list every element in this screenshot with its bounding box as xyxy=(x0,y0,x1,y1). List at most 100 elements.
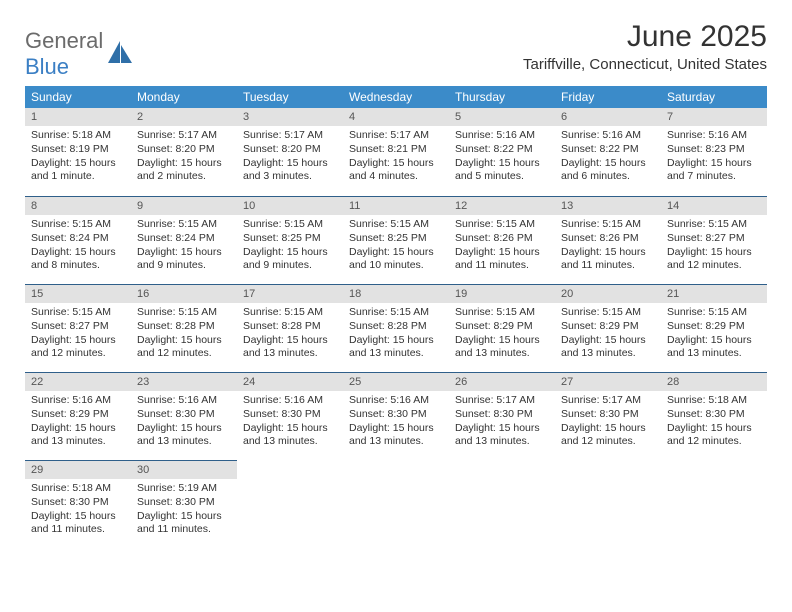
sunset-line: Sunset: 8:24 PM xyxy=(137,232,231,246)
day-number: 26 xyxy=(449,372,555,391)
daylight-line: Daylight: 15 hours and 9 minutes. xyxy=(137,246,231,273)
day-body: Sunrise: 5:15 AMSunset: 8:27 PMDaylight:… xyxy=(661,215,767,279)
day-body: Sunrise: 5:15 AMSunset: 8:24 PMDaylight:… xyxy=(25,215,131,279)
sunset-line: Sunset: 8:28 PM xyxy=(137,320,231,334)
sunset-line: Sunset: 8:25 PM xyxy=(349,232,443,246)
weekday-header: Wednesday xyxy=(343,86,449,108)
day-body: Sunrise: 5:15 AMSunset: 8:28 PMDaylight:… xyxy=(131,303,237,367)
daylight-line: Daylight: 15 hours and 3 minutes. xyxy=(243,157,337,184)
calendar-row: 15Sunrise: 5:15 AMSunset: 8:27 PMDayligh… xyxy=(25,284,767,372)
sunrise-line: Sunrise: 5:18 AM xyxy=(31,482,125,496)
day-number: 18 xyxy=(343,284,449,303)
day-body: Sunrise: 5:15 AMSunset: 8:27 PMDaylight:… xyxy=(25,303,131,367)
calendar-cell: 27Sunrise: 5:17 AMSunset: 8:30 PMDayligh… xyxy=(555,372,661,460)
calendar-cell xyxy=(449,460,555,548)
calendar-cell: 10Sunrise: 5:15 AMSunset: 8:25 PMDayligh… xyxy=(237,196,343,284)
calendar-cell: 21Sunrise: 5:15 AMSunset: 8:29 PMDayligh… xyxy=(661,284,767,372)
calendar-cell: 26Sunrise: 5:17 AMSunset: 8:30 PMDayligh… xyxy=(449,372,555,460)
calendar-cell: 13Sunrise: 5:15 AMSunset: 8:26 PMDayligh… xyxy=(555,196,661,284)
day-body: Sunrise: 5:16 AMSunset: 8:30 PMDaylight:… xyxy=(131,391,237,455)
day-number: 30 xyxy=(131,460,237,479)
sunset-line: Sunset: 8:26 PM xyxy=(455,232,549,246)
sunset-line: Sunset: 8:27 PM xyxy=(667,232,761,246)
sunrise-line: Sunrise: 5:15 AM xyxy=(137,306,231,320)
day-body: Sunrise: 5:15 AMSunset: 8:29 PMDaylight:… xyxy=(555,303,661,367)
sunset-line: Sunset: 8:26 PM xyxy=(561,232,655,246)
sunset-line: Sunset: 8:30 PM xyxy=(243,408,337,422)
sunset-line: Sunset: 8:30 PM xyxy=(667,408,761,422)
day-number: 21 xyxy=(661,284,767,303)
calendar-cell: 14Sunrise: 5:15 AMSunset: 8:27 PMDayligh… xyxy=(661,196,767,284)
daylight-line: Daylight: 15 hours and 12 minutes. xyxy=(667,246,761,273)
daylight-line: Daylight: 15 hours and 12 minutes. xyxy=(137,334,231,361)
sunset-line: Sunset: 8:28 PM xyxy=(349,320,443,334)
sunset-line: Sunset: 8:30 PM xyxy=(561,408,655,422)
daylight-line: Daylight: 15 hours and 13 minutes. xyxy=(137,422,231,449)
calendar-cell: 23Sunrise: 5:16 AMSunset: 8:30 PMDayligh… xyxy=(131,372,237,460)
day-body: Sunrise: 5:15 AMSunset: 8:29 PMDaylight:… xyxy=(661,303,767,367)
sunrise-line: Sunrise: 5:18 AM xyxy=(667,394,761,408)
sunrise-line: Sunrise: 5:15 AM xyxy=(243,306,337,320)
sunrise-line: Sunrise: 5:15 AM xyxy=(137,218,231,232)
sunset-line: Sunset: 8:30 PM xyxy=(349,408,443,422)
sunrise-line: Sunrise: 5:15 AM xyxy=(667,218,761,232)
daylight-line: Daylight: 15 hours and 6 minutes. xyxy=(561,157,655,184)
daylight-line: Daylight: 15 hours and 11 minutes. xyxy=(31,510,125,537)
day-body: Sunrise: 5:16 AMSunset: 8:23 PMDaylight:… xyxy=(661,126,767,190)
calendar-cell: 15Sunrise: 5:15 AMSunset: 8:27 PMDayligh… xyxy=(25,284,131,372)
calendar-cell: 29Sunrise: 5:18 AMSunset: 8:30 PMDayligh… xyxy=(25,460,131,548)
calendar-row: 22Sunrise: 5:16 AMSunset: 8:29 PMDayligh… xyxy=(25,372,767,460)
calendar-row: 29Sunrise: 5:18 AMSunset: 8:30 PMDayligh… xyxy=(25,460,767,548)
daylight-line: Daylight: 15 hours and 2 minutes. xyxy=(137,157,231,184)
daylight-line: Daylight: 15 hours and 12 minutes. xyxy=(667,422,761,449)
sunrise-line: Sunrise: 5:16 AM xyxy=(561,129,655,143)
sunrise-line: Sunrise: 5:15 AM xyxy=(349,306,443,320)
title-block: June 2025 Tariffville, Connecticut, Unit… xyxy=(523,20,767,73)
day-body: Sunrise: 5:17 AMSunset: 8:30 PMDaylight:… xyxy=(449,391,555,455)
sunset-line: Sunset: 8:20 PM xyxy=(137,143,231,157)
sunrise-line: Sunrise: 5:15 AM xyxy=(31,218,125,232)
sunrise-line: Sunrise: 5:17 AM xyxy=(349,129,443,143)
sunrise-line: Sunrise: 5:15 AM xyxy=(455,218,549,232)
daylight-line: Daylight: 15 hours and 7 minutes. xyxy=(667,157,761,184)
day-body: Sunrise: 5:17 AMSunset: 8:20 PMDaylight:… xyxy=(131,126,237,190)
daylight-line: Daylight: 15 hours and 13 minutes. xyxy=(667,334,761,361)
sail-icon xyxy=(106,39,134,70)
logo-text: General Blue xyxy=(25,28,103,80)
sunset-line: Sunset: 8:24 PM xyxy=(31,232,125,246)
sunrise-line: Sunrise: 5:15 AM xyxy=(667,306,761,320)
day-number: 27 xyxy=(555,372,661,391)
sunset-line: Sunset: 8:29 PM xyxy=(561,320,655,334)
sunrise-line: Sunrise: 5:19 AM xyxy=(137,482,231,496)
day-body: Sunrise: 5:15 AMSunset: 8:25 PMDaylight:… xyxy=(343,215,449,279)
day-number: 6 xyxy=(555,108,661,126)
sunrise-line: Sunrise: 5:16 AM xyxy=(31,394,125,408)
daylight-line: Daylight: 15 hours and 11 minutes. xyxy=(561,246,655,273)
logo-text-main: General xyxy=(25,28,103,53)
sunrise-line: Sunrise: 5:15 AM xyxy=(349,218,443,232)
sunrise-line: Sunrise: 5:17 AM xyxy=(243,129,337,143)
day-body: Sunrise: 5:16 AMSunset: 8:30 PMDaylight:… xyxy=(237,391,343,455)
logo-text-sub: Blue xyxy=(25,54,69,79)
calendar-cell: 24Sunrise: 5:16 AMSunset: 8:30 PMDayligh… xyxy=(237,372,343,460)
calendar-cell: 22Sunrise: 5:16 AMSunset: 8:29 PMDayligh… xyxy=(25,372,131,460)
day-body: Sunrise: 5:15 AMSunset: 8:28 PMDaylight:… xyxy=(343,303,449,367)
day-body: Sunrise: 5:17 AMSunset: 8:30 PMDaylight:… xyxy=(555,391,661,455)
calendar-cell xyxy=(343,460,449,548)
calendar-cell: 18Sunrise: 5:15 AMSunset: 8:28 PMDayligh… xyxy=(343,284,449,372)
daylight-line: Daylight: 15 hours and 1 minute. xyxy=(31,157,125,184)
day-number: 3 xyxy=(237,108,343,126)
day-number: 14 xyxy=(661,196,767,215)
weekday-header-row: Sunday Monday Tuesday Wednesday Thursday… xyxy=(25,86,767,108)
sunrise-line: Sunrise: 5:17 AM xyxy=(137,129,231,143)
day-number: 16 xyxy=(131,284,237,303)
page-header: General Blue June 2025 Tariffville, Conn… xyxy=(25,20,767,80)
sunset-line: Sunset: 8:22 PM xyxy=(455,143,549,157)
day-body: Sunrise: 5:15 AMSunset: 8:29 PMDaylight:… xyxy=(449,303,555,367)
weekday-header: Friday xyxy=(555,86,661,108)
sunset-line: Sunset: 8:29 PM xyxy=(31,408,125,422)
sunset-line: Sunset: 8:28 PM xyxy=(243,320,337,334)
weekday-header: Thursday xyxy=(449,86,555,108)
sunset-line: Sunset: 8:27 PM xyxy=(31,320,125,334)
calendar-row: 8Sunrise: 5:15 AMSunset: 8:24 PMDaylight… xyxy=(25,196,767,284)
